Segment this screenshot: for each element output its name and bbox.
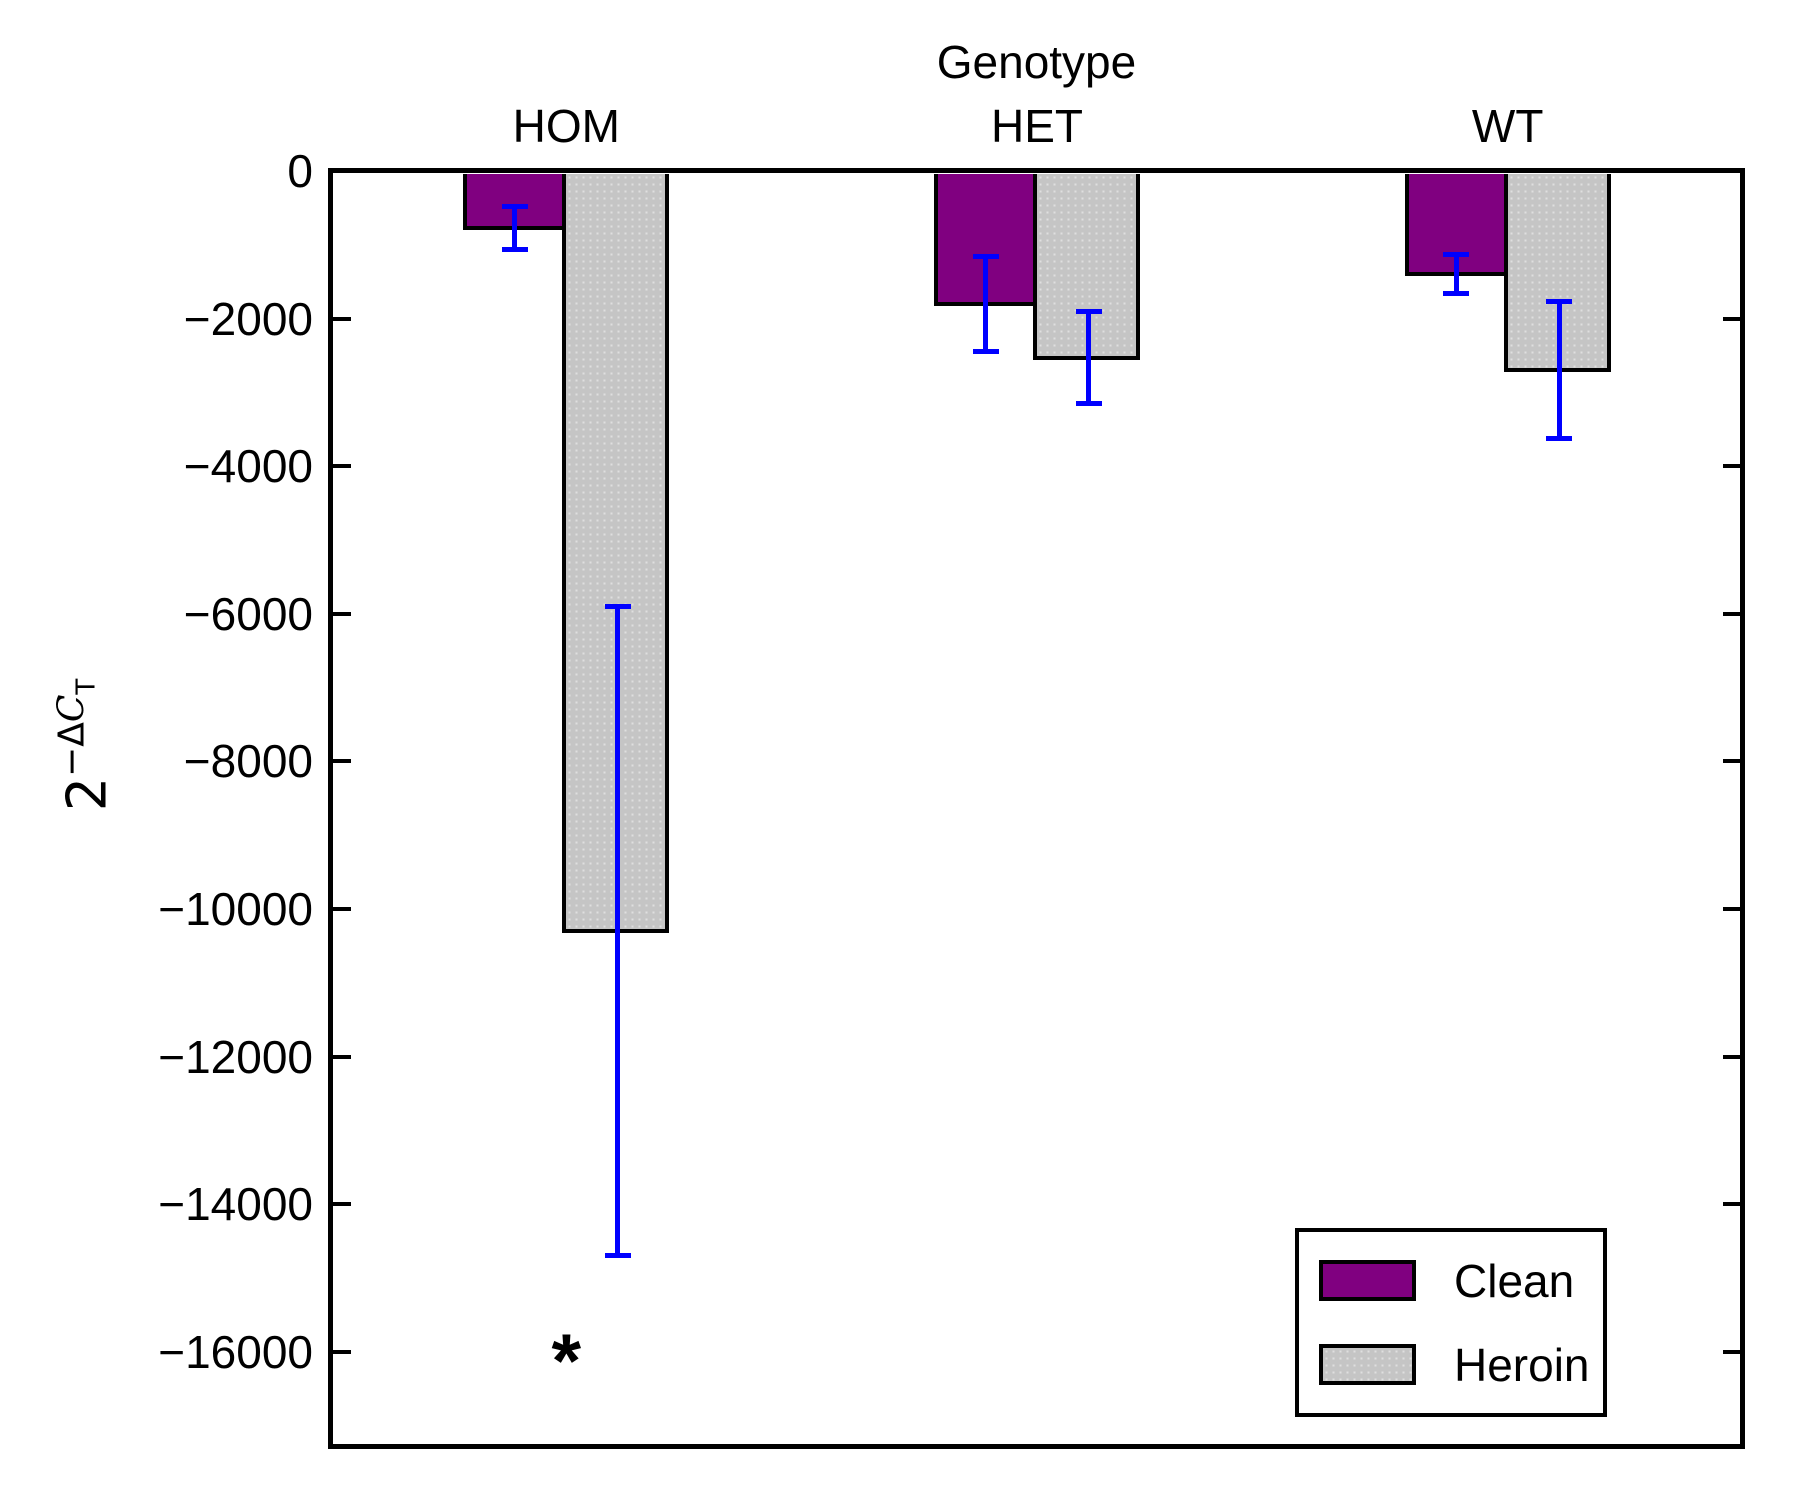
y-tick-right	[1723, 169, 1741, 173]
significance-asterisk: *	[551, 1319, 582, 1405]
y-tick-right	[1723, 759, 1741, 764]
legend-label-heroin: Heroin	[1454, 1338, 1590, 1391]
legend-row-clean: Clean	[1319, 1258, 1603, 1304]
errorbar-hom-heroin	[615, 606, 621, 1256]
y-tick-label: −10000	[158, 882, 313, 935]
legend-swatch-clean	[1319, 1260, 1416, 1301]
errorbar-het-clean-cap-top	[972, 253, 999, 259]
y-tick-left	[333, 316, 351, 321]
chart-title: Genotype	[936, 36, 1137, 88]
y-tick-left	[333, 1054, 351, 1059]
legend: Clean Heroin	[1295, 1228, 1607, 1417]
y-tick-left	[333, 1349, 351, 1354]
y-tick-right	[1723, 1054, 1741, 1059]
y-tick-label: −12000	[158, 1030, 313, 1083]
y-tick-right	[1723, 611, 1741, 616]
errorbar-wt-clean-cap-top	[1443, 251, 1470, 257]
legend-row-heroin: Heroin	[1319, 1342, 1603, 1388]
errorbar-wt-heroin-cap-top	[1546, 299, 1573, 305]
y-tick-right	[1723, 906, 1741, 911]
legend-swatch-heroin	[1319, 1344, 1416, 1385]
y-tick-left	[333, 906, 351, 911]
errorbar-hom-clean	[512, 206, 518, 250]
y-tick-label: −4000	[183, 440, 313, 493]
errorbar-hom-clean-cap-bottom	[501, 246, 528, 252]
y-tick-label: 0	[287, 145, 313, 197]
y-tick-left	[333, 611, 351, 616]
errorbar-wt-clean	[1453, 254, 1459, 294]
errorbar-het-heroin-cap-top	[1075, 309, 1102, 315]
errorbar-wt-clean-cap-bottom	[1443, 290, 1470, 296]
errorbar-hom-heroin-cap-top	[604, 603, 631, 609]
errorbar-wt-heroin-cap-bottom	[1546, 436, 1573, 442]
errorbar-wt-heroin	[1556, 301, 1562, 439]
errorbar-het-heroin-cap-bottom	[1075, 400, 1102, 406]
y-axis-label-variable: C	[51, 694, 93, 723]
y-tick-left	[333, 759, 351, 764]
y-tick-right	[1723, 464, 1741, 469]
errorbar-het-heroin	[1086, 311, 1091, 404]
errorbar-het-clean	[983, 256, 988, 352]
y-tick-label: −16000	[158, 1325, 313, 1378]
errorbar-hom-heroin-cap-bottom	[604, 1253, 631, 1259]
y-tick-label: −6000	[183, 587, 313, 640]
y-axis-label-subscript: T	[71, 678, 102, 695]
y-tick-left	[333, 169, 351, 173]
y-tick-left	[333, 1202, 351, 1207]
errorbar-het-clean-cap-bottom	[972, 348, 999, 354]
group-label-het: HET	[991, 100, 1083, 152]
errorbar-hom-clean-cap-top	[501, 203, 528, 209]
group-label-hom: HOM	[512, 100, 620, 152]
y-tick-right	[1723, 1349, 1741, 1354]
y-tick-label: −14000	[158, 1178, 313, 1231]
y-tick-right	[1723, 316, 1741, 321]
y-tick-right	[1723, 1202, 1741, 1207]
bar-het-heroin	[1033, 174, 1140, 360]
y-tick-left	[333, 464, 351, 469]
y-tick-label: −2000	[183, 292, 313, 345]
y-tick-label: −8000	[183, 735, 313, 788]
legend-label-clean: Clean	[1454, 1254, 1575, 1307]
group-label-wt: WT	[1471, 100, 1544, 152]
